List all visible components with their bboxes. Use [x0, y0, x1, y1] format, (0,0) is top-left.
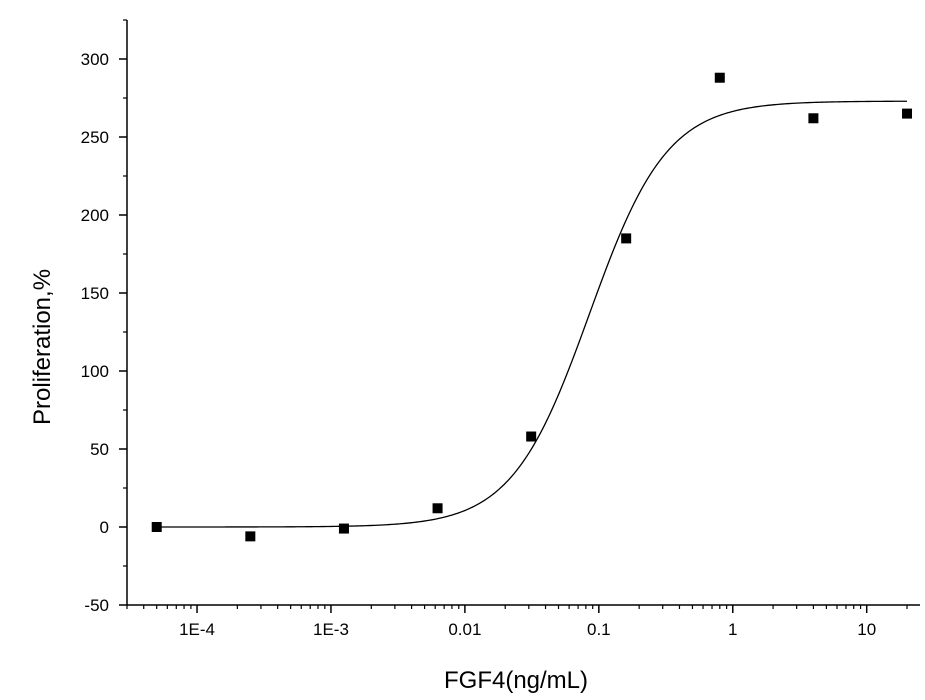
data-points — [151, 72, 913, 542]
data-point — [151, 522, 162, 532]
y-tick-label: 250 — [81, 128, 109, 147]
y-axis-title: Proliferation,% — [29, 269, 56, 425]
data-point — [338, 523, 349, 534]
x-axis-title: FGF4(ng/mL) — [444, 667, 588, 694]
data-point — [902, 108, 913, 119]
x-tick-label: 1 — [728, 620, 737, 639]
y-tick-label: 100 — [81, 362, 109, 381]
x-tick-label: 10 — [857, 620, 876, 639]
data-point — [526, 431, 537, 442]
x-tick-label: 1E-3 — [313, 620, 349, 639]
axes: -50 0 50 100 150 200 250 300 1E-4 1E-3 0.01 0.1 1 10 — [81, 19, 920, 639]
y-tick-label: 0 — [100, 518, 109, 537]
data-point — [808, 113, 819, 124]
data-point — [245, 531, 256, 542]
x-tick-label: 0.1 — [587, 620, 611, 639]
x-tick-label: 0.01 — [448, 620, 481, 639]
y-tick-label: 200 — [81, 206, 109, 225]
y-tick-label: 300 — [81, 50, 109, 69]
y-tick-label: 50 — [90, 440, 109, 459]
data-point — [621, 233, 632, 244]
fit-curve-group — [156, 100, 908, 528]
y-tick-label: -50 — [84, 596, 109, 615]
fit-curve — [156, 100, 908, 528]
data-point — [714, 72, 725, 83]
x-tick-label: 1E-4 — [179, 620, 215, 639]
y-tick-label: 150 — [81, 284, 109, 303]
data-point — [432, 503, 443, 514]
